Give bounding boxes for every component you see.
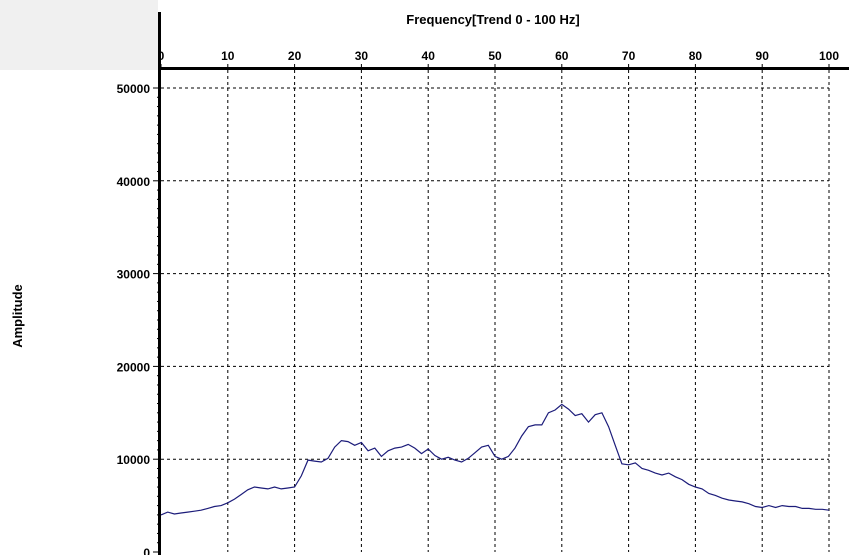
y-tick-label: 10000 (117, 453, 151, 467)
y-tick-label: 50000 (117, 82, 151, 96)
x-tick-label: 40 (422, 49, 436, 63)
grid (161, 70, 830, 552)
x-tick-label: 80 (689, 49, 703, 63)
y-tick-labels: 0 10000 20000 30000 40000 50000 (117, 82, 151, 555)
x-tick-label: 10 (221, 49, 235, 63)
y-axis-label: Amplitude (10, 284, 25, 348)
x-tick-label: 70 (622, 49, 636, 63)
minor-ticks (153, 64, 830, 553)
x-tick-labels: 0 10 20 30 40 50 60 70 80 90 100 (158, 49, 840, 63)
y-tick-label: 0 (143, 546, 150, 555)
x-tick-label: 60 (555, 49, 569, 63)
x-tick-label: 30 (355, 49, 369, 63)
series-line (160, 403, 830, 516)
chart-title: Frequency[Trend 0 - 100 Hz] (406, 12, 579, 27)
x-tick-label: 0 (158, 49, 165, 63)
y-tick-label: 20000 (117, 360, 151, 374)
y-tick-label: 30000 (117, 268, 151, 282)
x-tick-label: 90 (756, 49, 770, 63)
x-tick-label: 50 (488, 49, 502, 63)
x-tick-label: 20 (288, 49, 302, 63)
axes (158, 12, 849, 555)
y-tick-label: 40000 (117, 175, 151, 189)
x-tick-label: 100 (819, 49, 839, 63)
corner-panel (0, 0, 158, 70)
series-group (160, 403, 830, 516)
